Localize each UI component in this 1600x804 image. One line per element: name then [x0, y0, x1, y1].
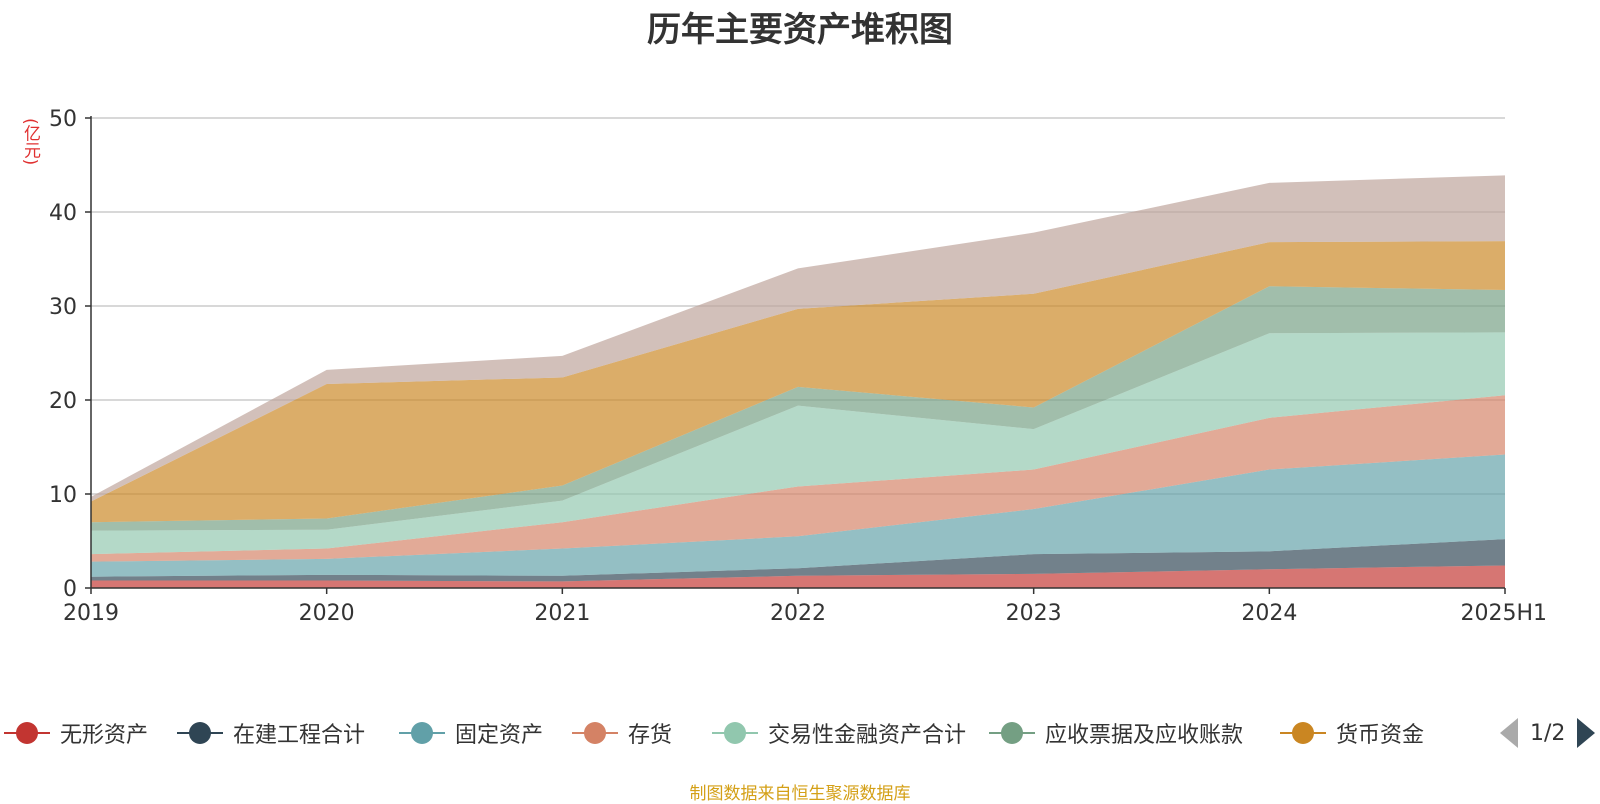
legend-item-3[interactable]: 固定资产: [397, 715, 543, 751]
legend-label: 交易性金融资产合计: [768, 723, 967, 748]
legend-item-4[interactable]: 存货: [570, 715, 672, 751]
x-tick-label: 2022: [770, 601, 826, 626]
legend-pager: 1/2: [1500, 718, 1596, 748]
area-series-1: [91, 565, 1505, 588]
x-tick-label: 2024: [1241, 601, 1297, 626]
legend-item-6[interactable]: 应收票据及应收账款: [987, 715, 1243, 751]
legend-item-5[interactable]: 交易性金融资产合计: [710, 715, 966, 751]
stacked-area-chart: 0 10 20 30 40 50 2019 2020 2021 2022 2023 2024 2025H…: [49, 107, 1547, 626]
area-series-8: [91, 175, 1505, 502]
x-tick-label: 2020: [299, 601, 355, 626]
y-tick-label: 30: [49, 295, 77, 320]
legend-item-2[interactable]: 在建工程合计: [175, 715, 365, 751]
legend-marker-icon: [1278, 715, 1328, 751]
legend-marker-icon: [175, 715, 225, 751]
legend-item-1[interactable]: 无形资产: [2, 715, 148, 751]
legend-label: 存货: [628, 723, 673, 748]
legend-label: 应收票据及应收账款: [1045, 723, 1244, 748]
x-tick-label: 2023: [1006, 601, 1062, 626]
legend: 无形资产 在建工程合计 固定资产 存货 交易性金融资产合计 应收票据及应收账款 货币资金: [0, 715, 1600, 751]
legend-item-7[interactable]: 货币资金: [1278, 715, 1424, 751]
y-tick-label: 20: [49, 389, 77, 414]
y-tick-label: 0: [63, 577, 77, 602]
legend-marker-icon: [397, 715, 447, 751]
y-axis-unit-label: (亿元): [20, 118, 40, 166]
y-tick-label: 10: [49, 483, 77, 508]
area-series: [91, 175, 1505, 588]
source-note: 制图数据来自恒生聚源数据库: [689, 784, 911, 804]
area-series-4: [91, 395, 1505, 562]
y-tick-label: 50: [49, 107, 77, 132]
legend-marker-icon: [710, 715, 760, 751]
legend-next-page-button[interactable]: [1577, 718, 1596, 748]
x-tick-label: 2021: [534, 601, 590, 626]
x-tick-label: 2019: [63, 601, 119, 626]
area-series-7: [91, 241, 1505, 523]
legend-label: 货币资金: [1336, 723, 1425, 748]
legend-label: 无形资产: [60, 723, 149, 748]
area-series-6: [91, 286, 1505, 531]
legend-marker-icon: [570, 715, 620, 751]
x-tick-label: 2025H1: [1460, 601, 1547, 626]
legend-marker-icon: [2, 715, 52, 751]
legend-label: 固定资产: [455, 723, 544, 748]
area-series-5: [91, 332, 1505, 555]
area-series-3: [91, 454, 1505, 577]
axes: 0 10 20 30 40 50 2019 2020 2021 2022 2023 2024 2025H…: [49, 107, 1547, 626]
area-series-2: [91, 539, 1505, 582]
legend-prev-page-button[interactable]: [1500, 718, 1518, 748]
y-tick-label: 40: [49, 201, 77, 226]
legend-marker-icon: [987, 715, 1037, 751]
chart-title: 历年主要资产堆积图: [647, 10, 953, 50]
legend-page-indicator: 1/2: [1530, 720, 1566, 746]
legend-label: 在建工程合计: [233, 723, 366, 748]
